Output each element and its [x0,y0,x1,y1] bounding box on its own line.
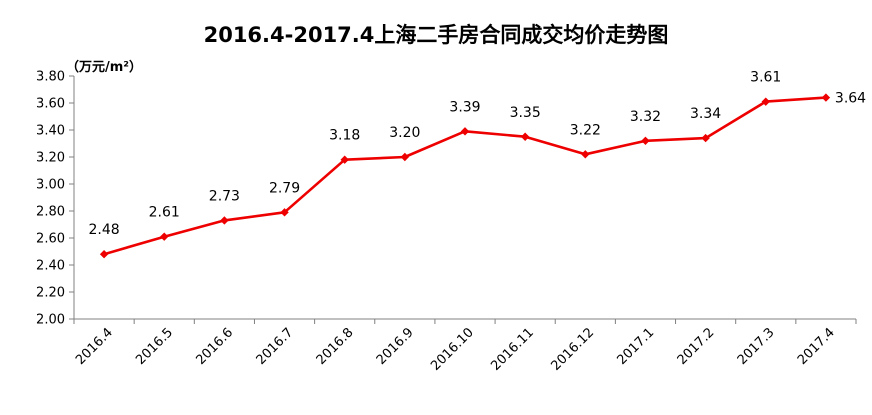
data-label: 3.22 [570,122,601,138]
data-label: 3.20 [389,125,420,141]
data-point [821,93,831,102]
data-point [99,250,109,259]
chart-title: 2016.4-2017.4上海二手房合同成交均价走势图 [204,23,669,47]
x-tick-label: 2016.9 [374,325,417,368]
data-label: 3.61 [750,70,781,86]
data-series [99,93,831,259]
data-point [641,136,650,145]
data-label: 3.64 [835,91,866,107]
y-tick-label: 2.60 [36,232,65,247]
data-label: 3.34 [690,106,721,122]
y-tick-label: 3.40 [36,124,65,139]
y-tick-label: 2.80 [36,205,65,220]
data-point [400,152,410,162]
x-tick-label: 2016.7 [254,325,297,368]
data-point [761,97,770,106]
y-tick-label: 3.80 [36,70,65,85]
data-label: 3.39 [449,99,480,115]
y-tick-label: 3.60 [36,97,65,112]
data-label: 3.18 [329,128,360,144]
y-tick-label: 2.40 [36,259,65,274]
data-point [160,232,169,241]
x-tick-label: 2016.12 [549,325,598,374]
data-point [460,127,470,136]
data-labels: 2.48 2.61 2.73 2.79 3.18 3.20 3.39 3.35 3.22 3.32… [88,70,866,239]
x-tick-label: 2017.1 [615,325,658,368]
data-label: 2.48 [88,222,119,238]
x-tick-label: 2016.6 [193,325,236,368]
data-label: 3.35 [510,105,541,121]
data-point [280,208,289,217]
data-point [701,133,710,143]
data-point [520,132,530,141]
y-tick-label: 2.00 [36,313,65,328]
data-label: 2.61 [149,205,180,221]
x-tick-label: 2016.5 [133,325,176,368]
data-label: 2.73 [209,188,240,204]
y-axis-ticks: 2.00 2.20 2.40 2.60 2.80 3.00 3.20 3.40 3.60 3.80 [36,70,74,328]
y-tick-label: 3.00 [36,178,65,193]
x-tick-label: 2017.2 [675,325,718,368]
data-point [340,155,349,164]
axes [73,76,856,320]
y-axis-unit-label: （万元/m²） [66,59,142,75]
x-tick-label: 2017.4 [795,325,838,368]
data-point [220,216,229,225]
y-tick-label: 2.20 [36,286,65,301]
data-label: 2.79 [269,180,300,196]
data-label: 3.32 [630,109,661,125]
data-point [581,150,590,159]
x-tick-label: 2017.3 [735,325,778,368]
x-tick-label: 2016.8 [314,325,357,368]
x-tick-label: 2016.11 [488,325,537,374]
x-tick-label: 2016.10 [428,325,477,374]
x-tick-label: 2016.4 [73,325,116,368]
y-tick-label: 3.20 [36,151,65,166]
x-axis-ticks: 2016.4 2016.5 2016.6 2016.7 2016.8 2016.9 2016… [73,319,857,374]
